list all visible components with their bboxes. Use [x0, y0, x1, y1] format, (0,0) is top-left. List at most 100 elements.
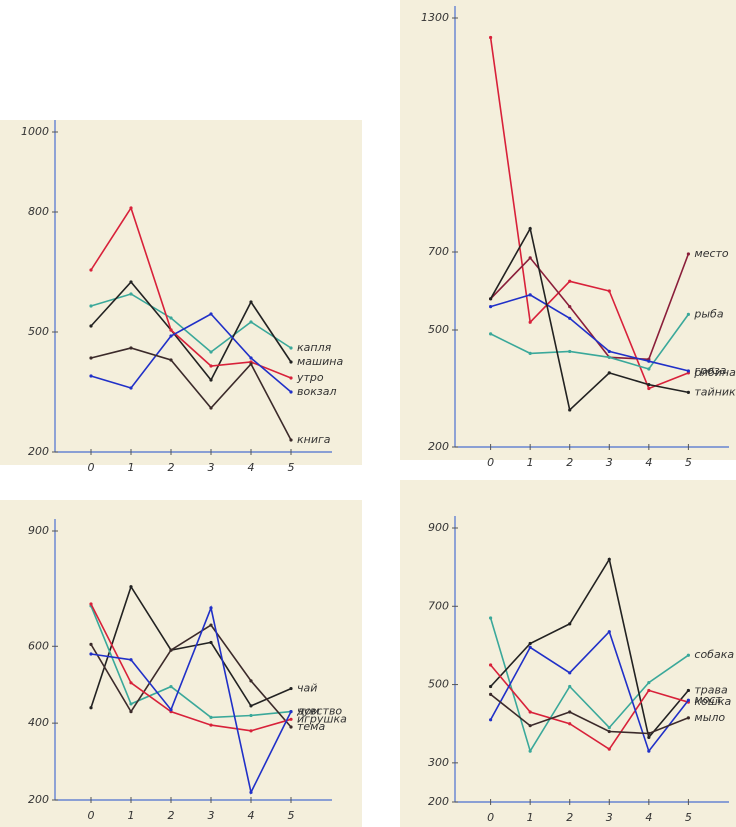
- series-label: утро: [296, 371, 324, 384]
- series-label: рыба: [693, 307, 723, 320]
- point: [89, 268, 93, 272]
- point: [686, 688, 690, 693]
- y-tick-label: 500: [428, 678, 449, 691]
- point: [209, 364, 213, 368]
- point: [209, 312, 213, 316]
- point: [209, 406, 213, 410]
- point: [289, 438, 293, 442]
- y-tick-label: 200: [428, 795, 449, 808]
- point: [489, 684, 493, 689]
- line-series: [489, 630, 690, 753]
- series-label: трава: [694, 683, 728, 696]
- point: [607, 349, 611, 354]
- point: [249, 729, 253, 733]
- x-tick-label: 2: [566, 811, 573, 824]
- y-tick-label: 1000: [21, 125, 49, 138]
- point: [289, 686, 293, 691]
- point: [209, 715, 213, 719]
- point: [647, 383, 651, 387]
- y-tick-label: 500: [28, 325, 49, 338]
- point: [129, 292, 133, 296]
- point: [209, 378, 213, 382]
- series-label: тайник: [694, 385, 736, 398]
- point: [489, 35, 493, 40]
- line-series: [489, 226, 689, 412]
- point: [568, 622, 572, 626]
- point: [647, 749, 651, 753]
- series-label: чувство: [297, 705, 342, 718]
- point: [209, 350, 213, 354]
- line-series: [90, 605, 292, 795]
- x-tick-label: 5: [685, 456, 692, 469]
- point: [528, 645, 532, 649]
- line-series: [90, 280, 292, 382]
- point: [686, 698, 690, 702]
- point: [528, 710, 532, 714]
- point: [89, 374, 93, 378]
- point: [607, 557, 611, 561]
- line-series: [490, 557, 690, 740]
- point: [568, 316, 572, 320]
- point: [568, 671, 572, 675]
- line-series: [490, 253, 690, 361]
- series-label: кошка: [694, 695, 731, 708]
- series-label: машина: [297, 355, 343, 368]
- x-tick-label: 5: [288, 461, 295, 474]
- point: [686, 252, 690, 256]
- line-series: [90, 347, 292, 441]
- y-tick-label: 700: [428, 245, 449, 258]
- line-series: [90, 605, 292, 719]
- x-tick-label: 3: [606, 811, 613, 824]
- point: [129, 346, 133, 350]
- point: [489, 332, 493, 336]
- point: [568, 305, 572, 309]
- point: [209, 640, 213, 645]
- line-series: [90, 293, 292, 354]
- point: [249, 300, 253, 304]
- line-series: [489, 664, 689, 751]
- point: [489, 692, 493, 696]
- point: [607, 726, 611, 730]
- point: [647, 735, 651, 740]
- series-label: мыло: [694, 711, 725, 724]
- point: [249, 790, 253, 794]
- point: [129, 702, 133, 706]
- point: [169, 648, 173, 652]
- y-tick-label: 600: [28, 639, 49, 652]
- series-label: книга: [297, 433, 331, 446]
- x-tick-label: 1: [527, 811, 534, 824]
- point: [89, 324, 93, 328]
- paper: [400, 0, 736, 460]
- point: [89, 706, 93, 710]
- point: [607, 729, 611, 734]
- series-label: вокзал: [297, 385, 336, 398]
- point: [647, 359, 651, 363]
- point: [568, 722, 572, 726]
- x-tick-label: 5: [288, 809, 295, 822]
- point: [89, 304, 93, 308]
- x-tick-label: 3: [606, 456, 613, 469]
- y-tick-label: 200: [28, 793, 49, 806]
- point: [489, 616, 493, 620]
- x-tick-label: 2: [168, 809, 175, 822]
- point: [89, 602, 93, 606]
- paper: [400, 480, 736, 827]
- point: [528, 749, 532, 753]
- x-tick-label: 1: [527, 456, 534, 469]
- series-label: рябина: [693, 366, 736, 379]
- point: [169, 328, 173, 332]
- point: [169, 316, 173, 320]
- y-tick-label: 200: [28, 445, 49, 458]
- point: [289, 390, 293, 394]
- series-label: чай: [297, 682, 317, 695]
- x-tick-label: 3: [208, 461, 215, 474]
- y-tick-label: 400: [28, 716, 49, 729]
- point: [209, 723, 213, 727]
- line-series: [90, 603, 292, 732]
- point: [647, 681, 651, 685]
- point: [169, 708, 173, 712]
- line-series: [490, 693, 689, 735]
- y-tick-label: 300: [428, 756, 449, 769]
- series-label: дом: [296, 705, 320, 718]
- point: [528, 256, 532, 260]
